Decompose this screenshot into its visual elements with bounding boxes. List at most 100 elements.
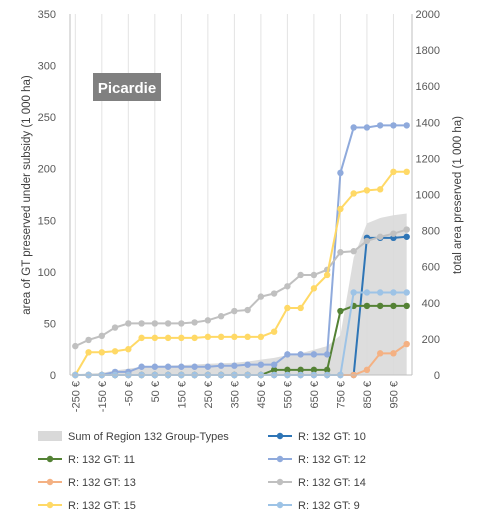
series-5-point-22: [363, 187, 371, 194]
region-badge-bg: [93, 73, 161, 101]
series-3-point-25: [403, 340, 410, 348]
series-4-point-22: [363, 237, 371, 245]
series-2-point-25: [403, 122, 410, 129]
series-5-point-17: [297, 304, 304, 312]
series-4-point-16: [284, 283, 291, 290]
series-r-132-gt-15: [72, 168, 410, 379]
legend-item-0: Sum of Region 132 Group-Types: [38, 431, 229, 443]
series-6-point-24: [390, 289, 397, 296]
x-tick-label-8: 550 €: [282, 381, 294, 409]
series-1-point-24: [390, 302, 397, 310]
x-tick-label-6: 350 €: [229, 381, 241, 409]
right-tick-label-0: 0: [434, 370, 440, 382]
series-4-point-0: [72, 342, 79, 350]
left-tick-label-2: 100: [38, 267, 56, 279]
right-axis-title: total area preserved (1 000 ha): [452, 116, 464, 274]
legend-label-7: R: 132 GT: 9: [298, 500, 360, 512]
right-tick-label-3: 600: [422, 262, 440, 274]
x-tick-label-9: 650 €: [309, 381, 321, 409]
series-5-point-8: [178, 334, 185, 342]
x-tick-label-1: -150 €: [97, 381, 109, 412]
series-6-point-22: [363, 289, 371, 296]
legend-item-4: R: 132 GT: 13: [38, 477, 136, 489]
series-4-point-9: [191, 319, 198, 326]
legend-swatch-marker-1: [276, 432, 284, 440]
left-tick-label-0: 0: [50, 370, 56, 382]
x-tick-label-2: -50 €: [123, 381, 135, 406]
left-tick-label-5: 250: [38, 112, 56, 124]
series-4-point-11: [217, 313, 225, 320]
x-tick-label-4: 150 €: [176, 381, 188, 409]
series-2-point-22: [363, 124, 371, 131]
series-5-point-2: [98, 349, 106, 356]
x-tick-label-11: 850 €: [362, 381, 374, 409]
series-4-point-24: [390, 230, 397, 237]
series-2-point-7: [164, 363, 172, 370]
x-tick-label-5: 250 €: [203, 381, 215, 409]
legend-swatch-marker-6: [46, 501, 54, 509]
right-tick-label-9: 1800: [416, 45, 440, 57]
series-5-point-1: [85, 349, 92, 356]
series-4-point-4: [125, 320, 132, 327]
series-4-point-25: [403, 226, 410, 233]
series-5-point-6: [151, 334, 159, 342]
series-2-point-21: [350, 124, 357, 131]
legend: Sum of Region 132 Group-Types R: 132 GT: …: [38, 431, 366, 512]
series-4-point-20: [337, 249, 344, 256]
left-tick-label-4: 200: [38, 164, 56, 176]
series-4-point-8: [178, 320, 185, 327]
series-5-point-20: [337, 205, 344, 213]
series-2-point-13: [244, 361, 251, 368]
right-tick-label-10: 2000: [416, 9, 440, 21]
series-1-point-15: [270, 366, 278, 374]
series-4-point-13: [244, 306, 251, 314]
series-4-point-2: [98, 332, 106, 340]
series-5-point-14: [257, 333, 265, 341]
series-4-point-12: [231, 307, 238, 315]
legend-swatch-marker-4: [46, 478, 54, 486]
series-2-point-19: [323, 351, 331, 358]
x-tick-label-12: 950 €: [388, 381, 400, 409]
series-4-point-17: [297, 271, 304, 279]
x-tick-label-7: 450 €: [256, 381, 268, 409]
series-5-point-10: [204, 333, 212, 341]
legend-item-5: R: 132 GT: 14: [268, 477, 366, 489]
right-tick-label-8: 1600: [416, 81, 440, 93]
series-1-point-19: [323, 366, 331, 374]
series-4-point-6: [151, 320, 159, 327]
left-axis-title: area of GT preserved under subsidy (1 00…: [21, 75, 33, 315]
series-3-point-22: [363, 366, 371, 374]
series-5-point-25: [403, 168, 410, 176]
series-2-point-12: [231, 362, 238, 369]
legend-item-2: R: 132 GT: 11: [38, 454, 135, 466]
legend-item-3: R: 132 GT: 12: [268, 454, 366, 466]
area-sum-region-132: [75, 213, 407, 375]
series-4-point-14: [257, 293, 265, 300]
series-5-point-11: [217, 333, 225, 341]
x-tick-label-0: -250 €: [70, 381, 82, 412]
series-1-point-18: [310, 366, 318, 374]
series-2-point-24: [390, 122, 397, 129]
series-6-point-23: [376, 289, 384, 296]
series-1-point-16: [284, 366, 291, 374]
series-5-point-15: [270, 328, 278, 335]
right-tick-label-6: 1200: [416, 153, 440, 165]
series-1-point-25: [403, 302, 410, 310]
series-6-point-21: [350, 289, 357, 296]
legend-label-0: Sum of Region 132 Group-Types: [68, 431, 229, 443]
series-5-point-21: [350, 190, 357, 197]
legend-swatch-marker-2: [46, 455, 54, 463]
series-5-point-16: [284, 304, 291, 312]
legend-label-4: R: 132 GT: 13: [68, 477, 136, 489]
region-badge-label: Picardie: [98, 80, 156, 97]
series-5-point-18: [310, 285, 318, 292]
legend-item-6: R: 132 GT: 15: [38, 500, 136, 512]
x-tick-label-10: 750 €: [335, 381, 347, 409]
legend-swatch-marker-5: [276, 478, 284, 486]
series-5-point-5: [138, 334, 145, 342]
series-2-point-11: [217, 362, 225, 369]
series-2-point-15: [270, 361, 278, 368]
series-4-point-3: [111, 324, 119, 331]
series-5-point-13: [244, 333, 251, 341]
